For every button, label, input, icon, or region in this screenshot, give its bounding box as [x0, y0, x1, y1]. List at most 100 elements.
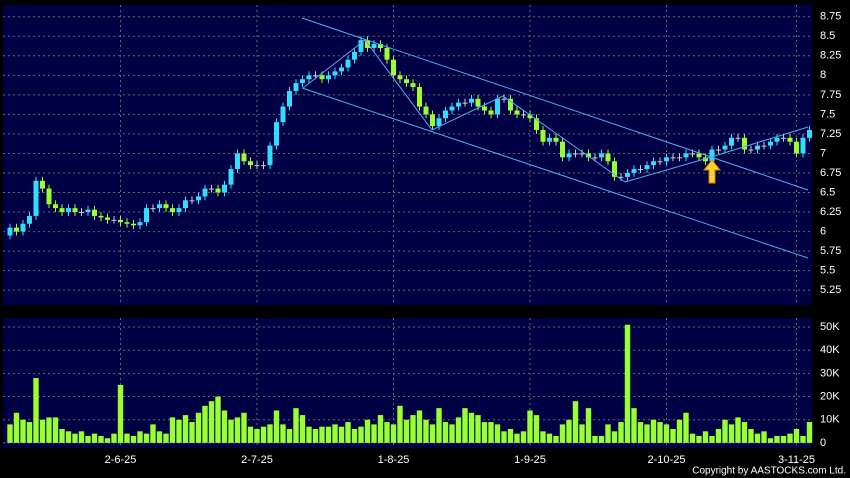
- volume-bar: [78, 431, 85, 443]
- volume-bar: [449, 424, 455, 443]
- volume-bar: [351, 428, 358, 443]
- volume-bar: [280, 424, 286, 443]
- volume-bar: [455, 417, 462, 443]
- y-tick-label: 6.75: [820, 167, 841, 179]
- candle-body: [72, 208, 78, 213]
- zigzag: [302, 39, 809, 183]
- y-tick-label: 30K: [820, 367, 840, 379]
- candle-body: [105, 217, 110, 220]
- volume-bar: [345, 422, 351, 443]
- volume-bar: [488, 422, 494, 443]
- volume-bar: [384, 422, 390, 443]
- volume-bar: [46, 417, 52, 443]
- y-tick-label: 20K: [820, 390, 840, 402]
- candle-body: [157, 204, 162, 209]
- candle-body: [605, 153, 611, 162]
- volume-bar: [358, 426, 364, 443]
- candle-body: [235, 153, 240, 170]
- candle-body: [345, 59, 351, 68]
- candle-body: [326, 75, 331, 80]
- copyright: Copyright by AASTOCKS.com Ltd.: [692, 466, 846, 477]
- volume-bar: [72, 433, 78, 443]
- volume-bar: [325, 426, 332, 443]
- candle-body: [189, 200, 195, 202]
- candle-body: [768, 141, 773, 146]
- volume-bar: [104, 438, 111, 443]
- x-tick-label: 2-6-25: [105, 454, 137, 466]
- volume-bar: [676, 419, 683, 443]
- candle-body: [313, 75, 318, 77]
- candle-body: [436, 118, 442, 127]
- candle-body: [527, 114, 533, 119]
- volume-bar: [761, 431, 767, 443]
- candle-body: [170, 208, 175, 213]
- volume-bar: [644, 424, 650, 443]
- candle-body: [196, 196, 201, 201]
- volume-bar: [735, 417, 741, 443]
- volume-bar: [124, 433, 130, 443]
- volume-bar: [618, 422, 624, 443]
- candle-body: [521, 114, 526, 116]
- volume-bar: [624, 324, 631, 443]
- volume-bar: [267, 424, 273, 443]
- candle-body: [222, 184, 227, 193]
- candle-body: [794, 141, 799, 154]
- candle-body: [514, 110, 520, 115]
- volume-bar: [176, 419, 182, 443]
- channel-upper: [301, 17, 809, 191]
- candle-body: [131, 223, 136, 226]
- candle-body: [540, 130, 546, 142]
- volume-bar: [143, 433, 150, 443]
- volume-bar: [741, 422, 748, 443]
- candle-body: [417, 87, 422, 107]
- candle-body: [293, 83, 299, 91]
- candle-body: [807, 130, 812, 138]
- volume-bar: [806, 422, 813, 443]
- volume-bar: [598, 435, 605, 443]
- candle-body: [599, 153, 604, 158]
- volume-bar: [774, 435, 780, 443]
- candle-body: [40, 180, 45, 189]
- y-tick-label: 6: [820, 225, 826, 237]
- candle-body: [46, 188, 52, 205]
- candle-body: [618, 176, 624, 178]
- candle-body: [631, 169, 637, 173]
- candle-body: [261, 165, 266, 167]
- volume-bar: [98, 435, 104, 443]
- candle-body: [384, 47, 390, 60]
- volume-bar: [683, 412, 689, 443]
- volume-bar: [689, 433, 696, 443]
- candle-body: [482, 106, 487, 111]
- candle-body: [378, 44, 383, 48]
- candle-body: [722, 145, 728, 150]
- candle-body: [501, 98, 507, 100]
- candle-body: [59, 208, 65, 213]
- volume-bar: [780, 435, 787, 443]
- candle-body: [657, 161, 663, 163]
- candle-body: [664, 157, 669, 162]
- candle-body: [176, 208, 182, 213]
- y-tick-label: 8.5: [820, 30, 835, 42]
- volume-bar: [702, 431, 709, 443]
- volume-bar: [650, 419, 657, 443]
- x-tick-label: 1-9-25: [514, 454, 546, 466]
- volume-bar: [299, 415, 306, 443]
- candle-body: [709, 149, 715, 162]
- candle-body: [729, 137, 734, 146]
- volume-bar: [631, 408, 637, 443]
- volume-bar: [208, 401, 215, 443]
- volume-bar: [670, 428, 676, 443]
- candle-body: [560, 141, 565, 158]
- y-tick-label: 5.75: [820, 245, 841, 257]
- volume-bar: [390, 424, 397, 443]
- candle-body: [339, 67, 344, 72]
- channel-lower: [301, 87, 809, 259]
- annotations: [301, 17, 809, 259]
- x-tick-label: 2-7-25: [241, 454, 273, 466]
- volume-bar: [533, 415, 540, 443]
- volume-bar: [85, 435, 91, 443]
- x-tick-label: 2-10-25: [648, 454, 686, 466]
- volume-bar: [273, 410, 280, 443]
- candle-body: [430, 114, 435, 127]
- candle-body: [228, 169, 234, 185]
